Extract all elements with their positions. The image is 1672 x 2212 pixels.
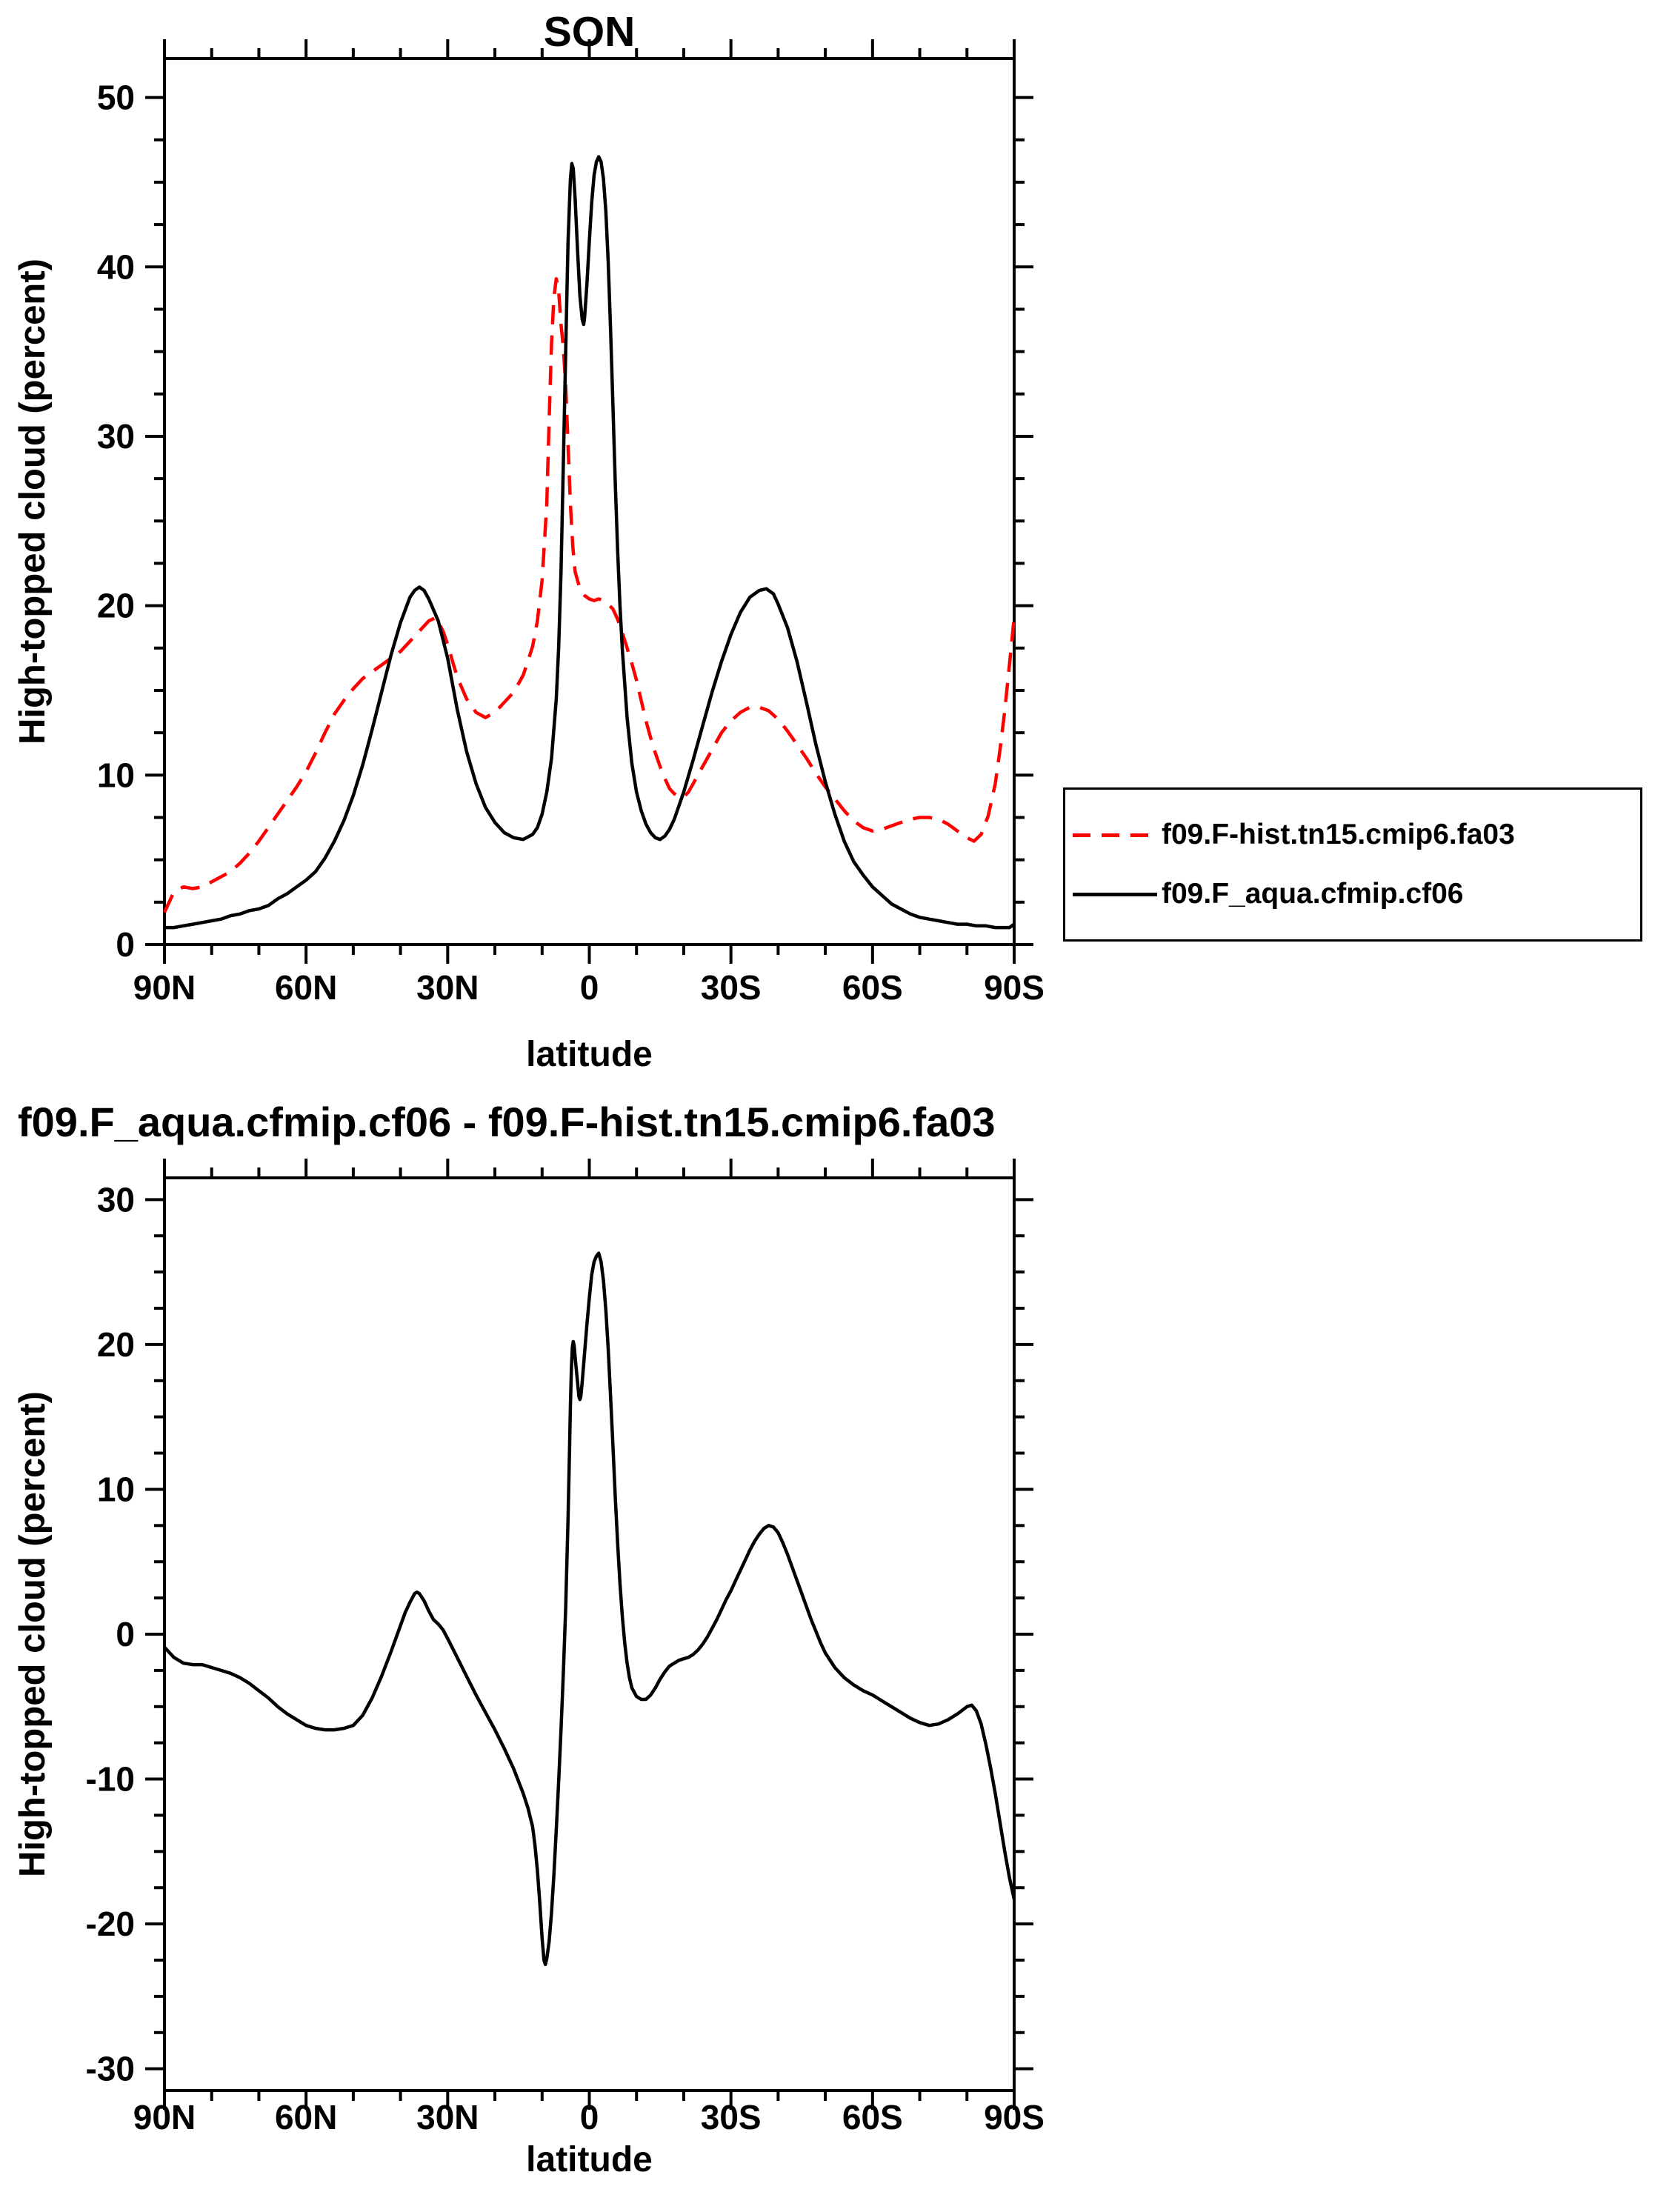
- legend-line-dashed-red: [1073, 833, 1157, 837]
- legend-label-hist: f09.F-hist.tn15.cmip6.fa03: [1162, 819, 1515, 850]
- legend: f09.F-hist.tn15.cmip6.fa03 f09.F_aqua.cf…: [1063, 787, 1642, 942]
- top-chart-title: SON: [543, 8, 636, 56]
- y-tick-label: 40: [97, 247, 135, 286]
- x-tick-label: 90N: [133, 968, 196, 1007]
- x-tick-label: 30S: [701, 2098, 762, 2136]
- x-tick-label: 30S: [701, 968, 762, 1007]
- y-tick-label: -20: [86, 1905, 135, 1943]
- series-line: [162, 277, 1016, 913]
- x-tick-label: 60S: [842, 968, 903, 1007]
- legend-entry-hist: f09.F-hist.tn15.cmip6.fa03: [1073, 819, 1633, 851]
- y-tick-label: 30: [97, 1180, 135, 1219]
- bottom-chart-y-axis-label: High-topped cloud (percent): [13, 1391, 53, 1877]
- x-tick-label: 60S: [842, 2098, 903, 2136]
- x-tick-label: 90N: [133, 2098, 196, 2136]
- legend-entry-aqua: f09.F_aqua.cfmip.cf06: [1073, 878, 1633, 910]
- y-tick-label: 20: [97, 587, 135, 625]
- legend-line-solid-black: [1073, 892, 1157, 896]
- top-chart-x-axis-label: latitude: [526, 1035, 653, 1074]
- y-tick-label: 10: [97, 1470, 135, 1508]
- bottom-chart-x-axis-label: latitude: [526, 2140, 653, 2179]
- y-tick-label: 10: [97, 756, 135, 794]
- y-tick-label: -10: [86, 1760, 135, 1799]
- top-chart: 90N 60N 30N 0 30S 60S 90S 0 10 20 30 40 50: [97, 39, 1045, 1007]
- x-tick-label: 90S: [984, 968, 1045, 1007]
- x-tick-label: 60N: [275, 968, 337, 1007]
- x-tick-label: 90S: [984, 2098, 1045, 2136]
- x-tick-label: 30N: [416, 2098, 479, 2136]
- series-line: [164, 155, 1016, 930]
- legend-label-aqua: f09.F_aqua.cfmip.cf06: [1162, 878, 1464, 910]
- x-tick-label: 60N: [275, 2098, 337, 2136]
- x-tick-label: 0: [580, 968, 599, 1007]
- x-tick-label: 30N: [416, 968, 479, 1007]
- y-tick-label: 0: [116, 925, 135, 964]
- top-chart-y-axis-label: High-topped cloud (percent): [13, 259, 53, 744]
- x-tick-label: 0: [580, 2098, 599, 2136]
- y-tick-label: 20: [97, 1325, 135, 1364]
- series-line: [163, 1251, 1016, 1967]
- y-tick-label: -30: [86, 2050, 135, 2088]
- y-tick-label: 0: [116, 1615, 135, 1653]
- bottom-chart-title: f09.F_aqua.cfmip.cf06 - f09.F-hist.tn15.…: [18, 1099, 996, 1145]
- y-tick-label: 50: [97, 79, 135, 117]
- bottom-chart: 90N 60N 30N 0 30S 60S 90S -30 -20 -10 0 10 20 30: [86, 1159, 1045, 2136]
- y-tick-label: 30: [97, 417, 135, 456]
